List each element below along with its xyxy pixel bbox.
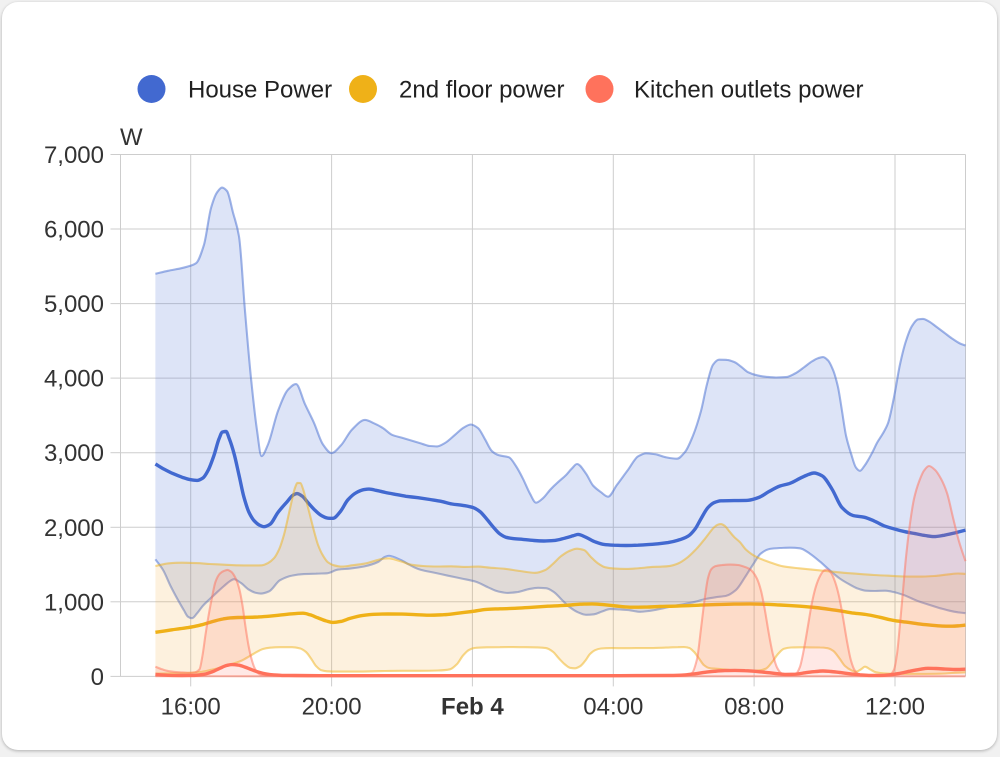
svg-text:1,000: 1,000: [44, 589, 104, 616]
svg-text:5,000: 5,000: [44, 291, 104, 318]
svg-text:7,000: 7,000: [44, 142, 104, 169]
svg-text:W: W: [120, 124, 143, 151]
svg-text:04:00: 04:00: [583, 694, 643, 721]
svg-text:08:00: 08:00: [724, 694, 784, 721]
svg-text:2,000: 2,000: [44, 515, 104, 542]
svg-text:20:00: 20:00: [302, 694, 362, 721]
svg-text:6,000: 6,000: [44, 217, 104, 244]
svg-text:3,000: 3,000: [44, 440, 104, 467]
svg-text:Kitchen outlets power: Kitchen outlets power: [634, 77, 863, 104]
svg-text:16:00: 16:00: [161, 694, 221, 721]
svg-text:0: 0: [91, 664, 104, 691]
svg-text:Feb 4: Feb 4: [441, 694, 504, 721]
svg-text:House Power: House Power: [188, 77, 332, 104]
svg-text:2nd floor power: 2nd floor power: [399, 77, 564, 104]
svg-text:12:00: 12:00: [865, 694, 925, 721]
svg-text:4,000: 4,000: [44, 366, 104, 393]
